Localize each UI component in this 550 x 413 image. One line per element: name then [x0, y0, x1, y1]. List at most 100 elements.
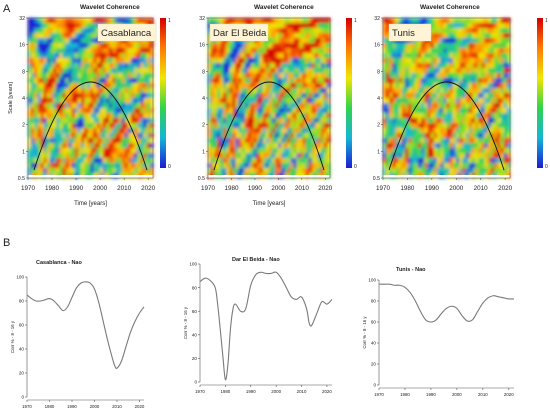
coherence-cell: [506, 18, 511, 24]
coherence-cell: [229, 163, 233, 169]
coherence-cell: [90, 103, 95, 109]
coherence-cell: [383, 128, 387, 134]
coherence-cell: [468, 168, 473, 174]
coherence-cell: [262, 48, 267, 54]
coherence-cell: [71, 138, 76, 144]
coherence-cell: [238, 83, 243, 89]
coherence-cell: [118, 118, 123, 124]
coherence-cell: [217, 133, 221, 139]
coherence-cell: [417, 158, 422, 164]
coherence-cell: [96, 63, 101, 69]
coherence-cell: [241, 63, 246, 69]
coherence-cell: [311, 158, 316, 164]
coherence-cell: [421, 168, 425, 174]
coherence-cell: [459, 168, 463, 174]
coherence-cell: [40, 88, 45, 94]
coherence-cell: [481, 93, 486, 99]
coherence-cell: [494, 63, 498, 69]
coherence-cell: [275, 168, 279, 174]
coherence-cell: [500, 98, 505, 104]
coherence-cell: [262, 168, 267, 174]
coherence-cell: [459, 108, 463, 114]
coherence-cell: [265, 73, 270, 79]
coherence-cell: [287, 118, 291, 124]
coherence-cell: [250, 18, 255, 24]
y-tick-label: 80: [192, 285, 198, 290]
coherence-cell: [238, 88, 243, 94]
coherence-cell: [34, 123, 38, 129]
coherence-cell: [302, 73, 307, 79]
coherence-cell: [433, 158, 438, 164]
coherence-cell: [272, 128, 276, 134]
coherence-cell: [146, 158, 151, 164]
coherence-cell: [275, 53, 279, 59]
coherence-cell: [99, 168, 104, 174]
coherence-cell: [31, 128, 35, 134]
coherence-cell: [37, 73, 42, 79]
coherence-cell: [275, 103, 279, 109]
coherence-cell: [417, 133, 422, 139]
coherence-cell: [226, 118, 230, 124]
coherence-cell: [121, 43, 126, 49]
coherence-cell: [115, 153, 120, 159]
coherence-cell: [408, 113, 413, 119]
coherence-cell: [134, 88, 138, 94]
coherence-cell: [411, 78, 416, 84]
coherence-cell: [217, 163, 221, 169]
coherence-cell: [278, 108, 282, 114]
coherence-cell: [497, 168, 502, 174]
coherence-cell: [275, 153, 279, 159]
coherence-cell: [40, 168, 45, 174]
coherence-cell: [452, 78, 457, 84]
coherence-cell: [314, 18, 319, 24]
coherence-cell: [281, 18, 285, 24]
coherence-cell: [229, 103, 233, 109]
coherence-cell: [49, 63, 54, 69]
coherence-cell: [103, 48, 107, 54]
coherence-cell: [308, 23, 313, 29]
coherence-cell: [494, 148, 498, 154]
coherence-cell: [84, 73, 88, 79]
coherence-cell: [99, 53, 104, 59]
x-tick-label: 2020: [322, 389, 332, 394]
coherence-cell: [320, 48, 325, 54]
coherence-cell: [443, 128, 448, 134]
coherence-cell: [208, 168, 212, 174]
coherence-cell: [296, 33, 301, 39]
coherence-cell: [244, 133, 249, 139]
coherence-cell: [287, 88, 291, 94]
coherence-cell: [487, 73, 492, 79]
coherence-cell: [59, 63, 63, 69]
coherence-cell: [253, 53, 258, 59]
coherence-cell: [471, 138, 476, 144]
coherence-cell: [226, 93, 230, 99]
coherence-cell: [475, 18, 479, 24]
coherence-cell: [208, 18, 212, 24]
coherence-cell: [287, 108, 291, 114]
coherence-cell: [118, 113, 123, 119]
y-tick-label: 2: [22, 123, 25, 129]
cone-of-influence: [33, 81, 148, 171]
coherence-cell: [256, 123, 261, 129]
coherence-cell: [475, 108, 479, 114]
coherence-cell: [56, 53, 60, 59]
coherence-cell: [140, 53, 145, 59]
coherence-cell: [106, 118, 110, 124]
coherence-cell: [326, 88, 331, 94]
coherence-cell: [465, 23, 470, 29]
coherence-cell: [149, 63, 154, 69]
coherence-cell: [59, 88, 63, 94]
coherence-cell: [443, 123, 448, 129]
coherence-cell: [284, 138, 288, 144]
coherence-cell: [46, 28, 51, 34]
coherence-cell: [272, 38, 276, 44]
coherence-cell: [143, 168, 148, 174]
coherence-cell: [259, 143, 264, 149]
coherence-cell: [506, 133, 511, 139]
coherence-cell: [456, 118, 460, 124]
coherence-cell: [84, 38, 88, 44]
coherence-cell: [103, 63, 107, 69]
coherence-cell: [53, 78, 57, 84]
coherence-cell: [149, 113, 154, 119]
coherence-cell: [232, 18, 237, 24]
